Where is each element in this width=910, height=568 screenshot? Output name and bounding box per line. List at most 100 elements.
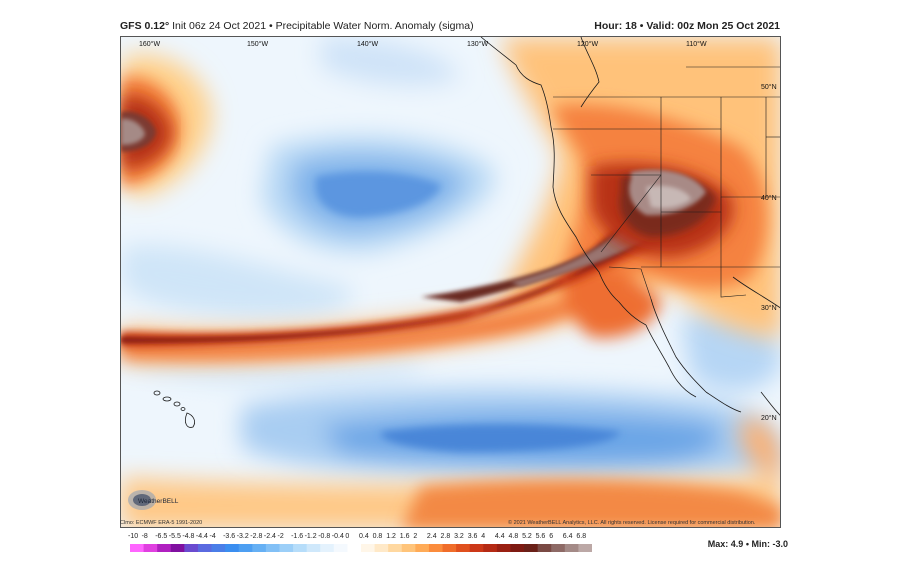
- colorbar: [130, 544, 592, 552]
- colorbar-tick-label: 0.4: [359, 533, 369, 540]
- colorbar-tick-label: 2.4: [426, 533, 437, 540]
- colorbar-swatch: [415, 544, 430, 552]
- longitude-labels: 160°W 150°W 140°W 130°W 120°W 110°W: [139, 40, 707, 48]
- colorbar-tick-label: -2: [277, 533, 284, 540]
- min-value: Min: -3.0: [751, 539, 788, 549]
- weatherbell-logo: WeatherBELL: [128, 490, 179, 510]
- colorbar-swatch: [143, 544, 158, 552]
- lon-label-140w: 140°W: [357, 40, 378, 48]
- anomaly-map: 160°W 150°W 140°W 130°W 120°W 110°W 50°N…: [120, 36, 781, 528]
- colorbar-swatch: [578, 544, 592, 552]
- colorbar-tick-label: -4.8: [182, 533, 195, 540]
- colorbar-swatch: [428, 544, 444, 552]
- colorbar-swatch: [401, 544, 416, 552]
- colorbar-swatch: [524, 544, 539, 552]
- latitude-labels: 50°N 40°N 30°N 20°N: [761, 83, 777, 422]
- title-separator: •: [268, 20, 273, 32]
- lon-label-120w: 120°W: [577, 40, 598, 48]
- colorbar-tick-label: 3.6: [467, 533, 478, 540]
- colorbar-tick-label: 2: [413, 533, 418, 540]
- colorbar-tick-label: 4.8: [508, 533, 519, 540]
- colorbar-tick-label: 0.8: [372, 533, 383, 540]
- colorbar-swatch: [333, 544, 348, 552]
- colorbar-swatch: [347, 544, 362, 552]
- climatology-note: Clmo: ECMWF ERA-5 1991-2020: [120, 520, 203, 526]
- colorbar-swatch: [551, 544, 566, 552]
- colorbar-tick-label: -3.6: [223, 533, 236, 540]
- colorbar-tick-label: -4.4: [195, 533, 208, 540]
- colorbar-tick-label: -1.2: [304, 533, 317, 540]
- lon-label-160w: 160°W: [139, 40, 160, 48]
- forecast-hour: Hour: 18: [594, 20, 637, 32]
- colorbar-tick-label: 1.2: [386, 533, 396, 540]
- colorbar-swatch: [496, 544, 511, 552]
- colorbar-tick-label: -2.8: [250, 533, 263, 540]
- colorbar-swatch: [184, 544, 199, 552]
- inland-moisture-core: [591, 163, 733, 257]
- colorbar-swatch: [225, 544, 240, 552]
- hawaii-islands: [153, 390, 195, 428]
- colorbar-swatch: [537, 544, 552, 552]
- lat-label-50n: 50°N: [761, 83, 777, 91]
- colorbar-swatch: [361, 544, 376, 552]
- colorbar-tick-label: 1.6: [399, 533, 410, 540]
- colorbar-tick-label: 5.6: [535, 533, 546, 540]
- colorbar-swatch: [442, 544, 457, 552]
- negative-anomaly-core: [316, 171, 621, 452]
- colorbar-tick-label: -8: [141, 533, 148, 540]
- colorbar-tick-label: 5.2: [522, 533, 532, 540]
- colorbar-tick-label: -4: [209, 533, 216, 540]
- init-time: Init 06z 24 Oct 2021: [172, 20, 267, 32]
- lat-label-20n: 20°N: [761, 414, 777, 422]
- stats-separator: •: [745, 539, 749, 549]
- colorbar-swatch: [130, 544, 145, 552]
- logo-text: WeatherBELL: [138, 498, 179, 505]
- colorbar-swatch: [469, 544, 484, 552]
- map-title-right: Hour: 18 • Valid: 00z Mon 25 Oct 2021: [594, 20, 780, 32]
- colorbar-swatch: [374, 544, 389, 552]
- colorbar-swatch: [306, 544, 321, 552]
- colorbar-tick-label: -0.8: [318, 533, 331, 540]
- valid-time: Valid: 00z Mon 25 Oct 2021: [646, 20, 780, 32]
- colorbar-swatch: [320, 544, 335, 552]
- state-borders: [553, 66, 780, 300]
- lat-label-30n: 30°N: [761, 304, 777, 312]
- colorbar-tick-label: -10: [128, 533, 139, 540]
- colorbar-tick-label: 4.4: [494, 533, 505, 540]
- colorbar-tick-label: 4: [481, 533, 486, 540]
- colorbar-tick-label: 6: [549, 533, 554, 540]
- colorbar-tick-label: 2.8: [440, 533, 451, 540]
- colorbar-tick-label: -2.4: [263, 533, 276, 540]
- colorbar-tick-label: 6.4: [562, 533, 573, 540]
- colorbar-swatch: [265, 544, 280, 552]
- colorbar-swatch: [197, 544, 213, 552]
- max-value: Max: 4.9: [707, 539, 744, 549]
- lon-label-110w: 110°W: [686, 40, 707, 48]
- lon-label-150w: 150°W: [247, 40, 268, 48]
- colorbar-tick-label: 0: [345, 533, 350, 540]
- colorbar-swatch: [388, 544, 403, 552]
- colorbar-swatch: [483, 544, 498, 552]
- map-title-left: GFS 0.12° Init 06z 24 Oct 2021 • Precipi…: [120, 20, 474, 32]
- colorbar-swatch: [170, 544, 185, 552]
- colorbar-tick-label: 3.2: [454, 533, 464, 540]
- model-name: GFS 0.12°: [120, 20, 170, 32]
- colorbar-tick-label: -3.2: [236, 533, 249, 540]
- colorbar-swatch: [252, 544, 267, 552]
- product-name: Precipitable Water Norm. Anomaly (sigma): [275, 20, 474, 32]
- valid-separator: •: [639, 20, 644, 32]
- colorbar-swatch: [564, 544, 579, 552]
- colorbar-tick-label: 6.8: [576, 533, 587, 540]
- max-min-stats: Max: 4.9 • Min: -3.0: [708, 539, 788, 549]
- coastlines: [480, 37, 780, 416]
- copyright-note: © 2021 WeatherBELL Analytics, LLC. All r…: [508, 520, 756, 526]
- colorbar-swatch: [211, 544, 226, 552]
- colorbar-tick-label: -0.4: [331, 533, 344, 540]
- colorbar-swatch: [456, 544, 471, 552]
- colorbar-tick-label: -5.5: [168, 533, 181, 540]
- colorbar-swatch: [510, 544, 525, 552]
- lat-label-40n: 40°N: [761, 194, 777, 202]
- colorbar-tick-label: -1.6: [291, 533, 304, 540]
- colorbar-tick-label: -6.5: [155, 533, 168, 540]
